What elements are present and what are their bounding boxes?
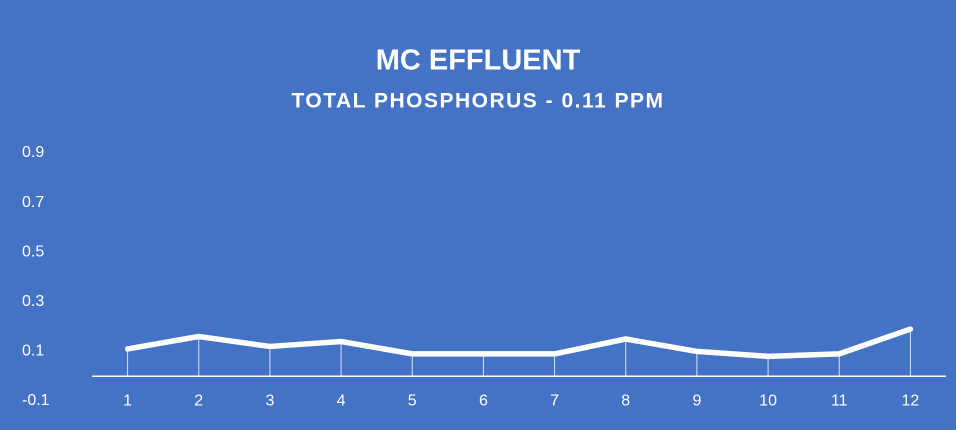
x-tick-label: 9: [692, 392, 701, 409]
x-tick-label: 6: [479, 392, 488, 409]
x-tick-label: 10: [759, 392, 777, 409]
x-tick-label: 11: [831, 392, 848, 409]
y-tick-label: 0.5: [22, 243, 44, 260]
y-tick-label: 0.3: [22, 293, 44, 310]
x-tick-label: 7: [550, 392, 559, 409]
chart-subtitle: TOTAL PHOSPHORUS - 0.11 PPM: [291, 90, 664, 113]
y-tick-label: -0.1: [22, 392, 50, 409]
x-tick-label: 8: [621, 392, 630, 409]
x-tick-label: 4: [337, 392, 346, 409]
y-tick-label: 0.7: [22, 194, 44, 211]
y-tick-label: 0.9: [22, 144, 44, 161]
x-tick-label: 1: [123, 392, 132, 409]
x-tick-label: 3: [265, 392, 274, 409]
x-tick-label: 5: [408, 392, 417, 409]
x-tick-label: 12: [902, 392, 920, 409]
x-tick-label: 2: [194, 392, 203, 409]
y-tick-label: 0.1: [22, 343, 44, 360]
data-line: [124, 326, 914, 360]
chart-title: MC EFFLUENT: [376, 45, 581, 77]
